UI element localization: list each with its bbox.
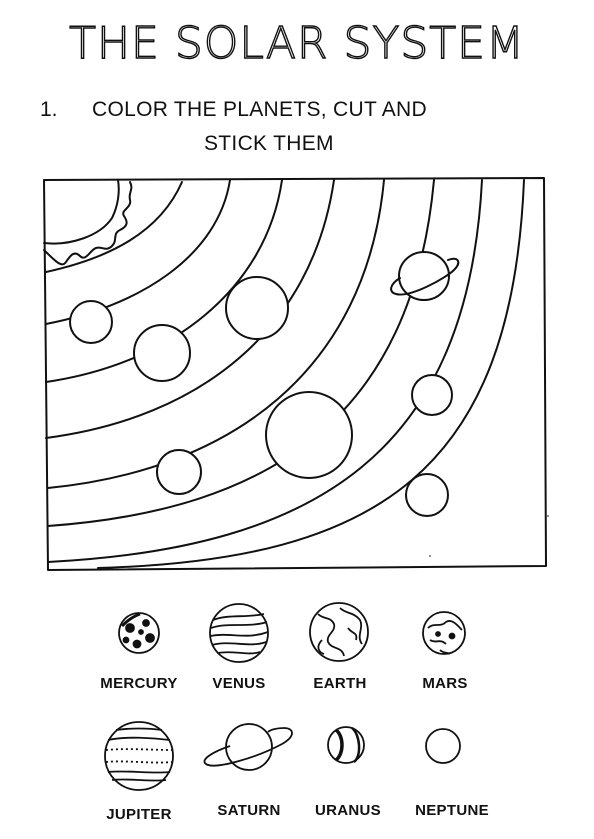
- saturn-icon: [203, 723, 293, 771]
- page-title: THE SOLAR SYSTEM: [68, 17, 525, 69]
- neptune-icon: [425, 728, 461, 764]
- orbit-5: [47, 179, 385, 489]
- mercury-icon: [118, 612, 160, 654]
- instruction-number: 1.: [40, 98, 58, 121]
- uranus-icon: [327, 726, 365, 764]
- instruction-line-2: STICK THEM: [204, 132, 334, 155]
- planet-label-jupiter: JUPITER: [106, 806, 172, 823]
- slot-saturn-body: [398, 251, 450, 301]
- mars-icon: [422, 611, 466, 655]
- orbit-1: [45, 181, 183, 273]
- orbit-7: [47, 179, 483, 563]
- orbit-2: [45, 179, 231, 325]
- orbit-frame: [43, 177, 547, 571]
- jupiter-icon: [104, 721, 174, 791]
- planet-label-saturn: SATURN: [217, 802, 281, 819]
- instruction-line-1: COLOR THE PLANETS, CUT AND: [92, 98, 427, 121]
- sun-shape: [43, 179, 120, 245]
- planet-label-neptune: NEPTUNE: [415, 802, 489, 819]
- orbit-3: [45, 179, 283, 383]
- venus-icon: [209, 603, 269, 663]
- orbit-4: [45, 179, 335, 439]
- slot-circle-6: [411, 374, 453, 416]
- slot-circle-7: [405, 473, 449, 517]
- planet-label-earth: EARTH: [313, 675, 367, 692]
- slot-saturn-ring: [390, 257, 460, 296]
- slot-circle-1: [69, 300, 113, 344]
- sun-rays: [43, 181, 133, 266]
- planet-label-mars: MARS: [422, 675, 468, 692]
- planet-label-venus: VENUS: [212, 675, 266, 692]
- slot-circle-3: [225, 276, 289, 340]
- slot-circle-5: [156, 449, 202, 495]
- slot-circle-2: [133, 324, 191, 382]
- planet-label-mercury: MERCURY: [100, 675, 178, 692]
- planet-label-uranus: URANUS: [315, 802, 381, 819]
- slot-circle-4: [265, 391, 353, 479]
- earth-icon: [309, 602, 369, 662]
